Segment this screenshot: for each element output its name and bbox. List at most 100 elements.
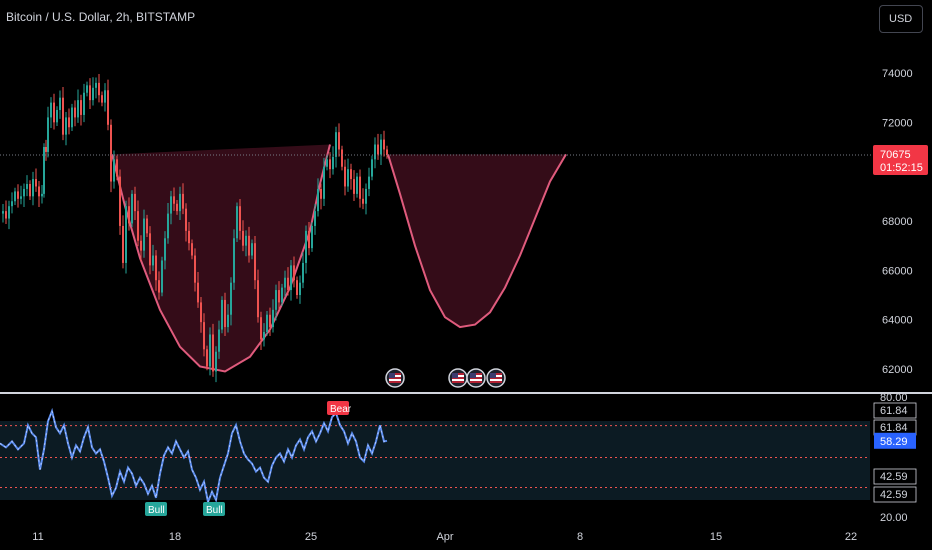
rsi-line-layer — [0, 407, 388, 506]
candle-body — [248, 235, 250, 256]
candle-body — [245, 235, 247, 246]
time-tick-label: 11 — [32, 531, 43, 543]
candle-body — [104, 90, 106, 103]
candle-body — [5, 211, 7, 219]
candle-body — [380, 139, 382, 155]
countdown-label: 01:52:15 — [880, 162, 923, 174]
candle-body — [38, 186, 40, 197]
candle-body — [65, 117, 67, 135]
candle-body — [290, 265, 292, 291]
candle-body — [236, 206, 238, 239]
candle-body — [101, 95, 103, 103]
candle-body — [272, 309, 274, 328]
rsi-level-label: 42.59 — [880, 471, 908, 483]
candle-body — [95, 82, 97, 88]
candle-body — [221, 299, 223, 330]
signal-label: Bear — [330, 404, 352, 415]
flag-icon[interactable] — [466, 368, 486, 388]
candle-body — [374, 144, 376, 160]
candle-body — [281, 287, 283, 303]
price-tick-label: 72000 — [882, 117, 913, 129]
rsi-level-label: 42.59 — [880, 489, 908, 501]
candle-body — [344, 166, 346, 187]
price-axis[interactable]: 74000 72000 68000 66000 64000 62000 7067501:52… — [873, 68, 928, 376]
candle-body — [338, 132, 340, 150]
candle-body — [110, 124, 112, 182]
candle-body — [68, 117, 70, 128]
candle-body — [317, 188, 319, 212]
candle-body — [356, 176, 358, 194]
rsi-last-value-badge — [874, 432, 916, 449]
candle-body — [23, 188, 25, 197]
candle-body — [275, 290, 277, 310]
price-tick-label: 74000 — [882, 68, 913, 80]
candle-body — [29, 184, 31, 197]
candle-body — [107, 90, 109, 125]
candle-body — [170, 196, 172, 214]
candle-body — [43, 147, 45, 194]
candle-body — [140, 240, 142, 251]
currency-button[interactable]: USD — [879, 5, 923, 33]
time-axis[interactable]: 11 18 25 Apr 8 15 22 — [32, 531, 857, 543]
bear-signal-badge — [327, 401, 349, 415]
candle-body — [269, 314, 271, 328]
candle-body — [362, 198, 364, 204]
candle-body — [131, 193, 133, 224]
bull-signal-badge — [203, 502, 225, 516]
candle-body — [242, 230, 244, 246]
flag-icon[interactable] — [448, 368, 468, 388]
candle-body — [26, 184, 28, 189]
candle-body — [20, 196, 22, 199]
candle-body — [203, 322, 205, 350]
candle-body — [257, 280, 259, 318]
candle-body — [188, 230, 190, 244]
candle-body — [41, 193, 43, 197]
candle-body — [137, 211, 139, 241]
candle-body — [59, 97, 61, 110]
candle-body — [215, 351, 217, 372]
candle-body — [227, 314, 229, 328]
candle-body — [278, 290, 280, 303]
candle-body — [293, 265, 295, 281]
time-tick-label: Apr — [436, 531, 453, 543]
candle-body — [206, 349, 208, 367]
candle-body — [224, 299, 226, 328]
candle-body — [164, 238, 166, 261]
candle-body — [45, 147, 47, 152]
candle-body — [35, 179, 37, 187]
time-tick-label: 15 — [710, 531, 722, 543]
rsi-axis[interactable]: 80.00 20.00 61.84 61.84 42.59 42.59 58.29 — [873, 392, 917, 524]
candle-body — [116, 159, 118, 177]
candle-body — [353, 179, 355, 194]
candle-body — [284, 277, 286, 288]
candle-body — [161, 260, 163, 293]
candle-body — [326, 159, 328, 167]
candle-body — [365, 188, 367, 204]
candle-body — [182, 193, 184, 209]
flag-icon[interactable] — [385, 368, 405, 388]
candle-body — [143, 218, 145, 251]
candle-body — [314, 211, 316, 226]
candle-body — [263, 332, 265, 340]
rsi-tick-label: 20.00 — [880, 512, 908, 524]
candle-body — [194, 255, 196, 283]
candle-body — [197, 282, 199, 303]
price-tick-label: 62000 — [882, 364, 913, 376]
candle-body — [371, 159, 373, 177]
flag-icon[interactable] — [486, 368, 506, 388]
candle-body — [2, 211, 4, 214]
candle-body — [62, 97, 64, 135]
candle-body — [32, 179, 34, 197]
price-tick-label: 64000 — [882, 315, 913, 327]
candle-body — [179, 193, 181, 212]
candle-body — [11, 201, 13, 207]
candle-body — [89, 85, 91, 101]
candle-body — [146, 218, 148, 234]
candle-body — [311, 225, 313, 249]
candle-body — [323, 166, 325, 199]
candle-body — [350, 169, 352, 180]
candle-body — [176, 203, 178, 212]
candle-body — [266, 314, 268, 332]
candle-body — [287, 277, 289, 291]
